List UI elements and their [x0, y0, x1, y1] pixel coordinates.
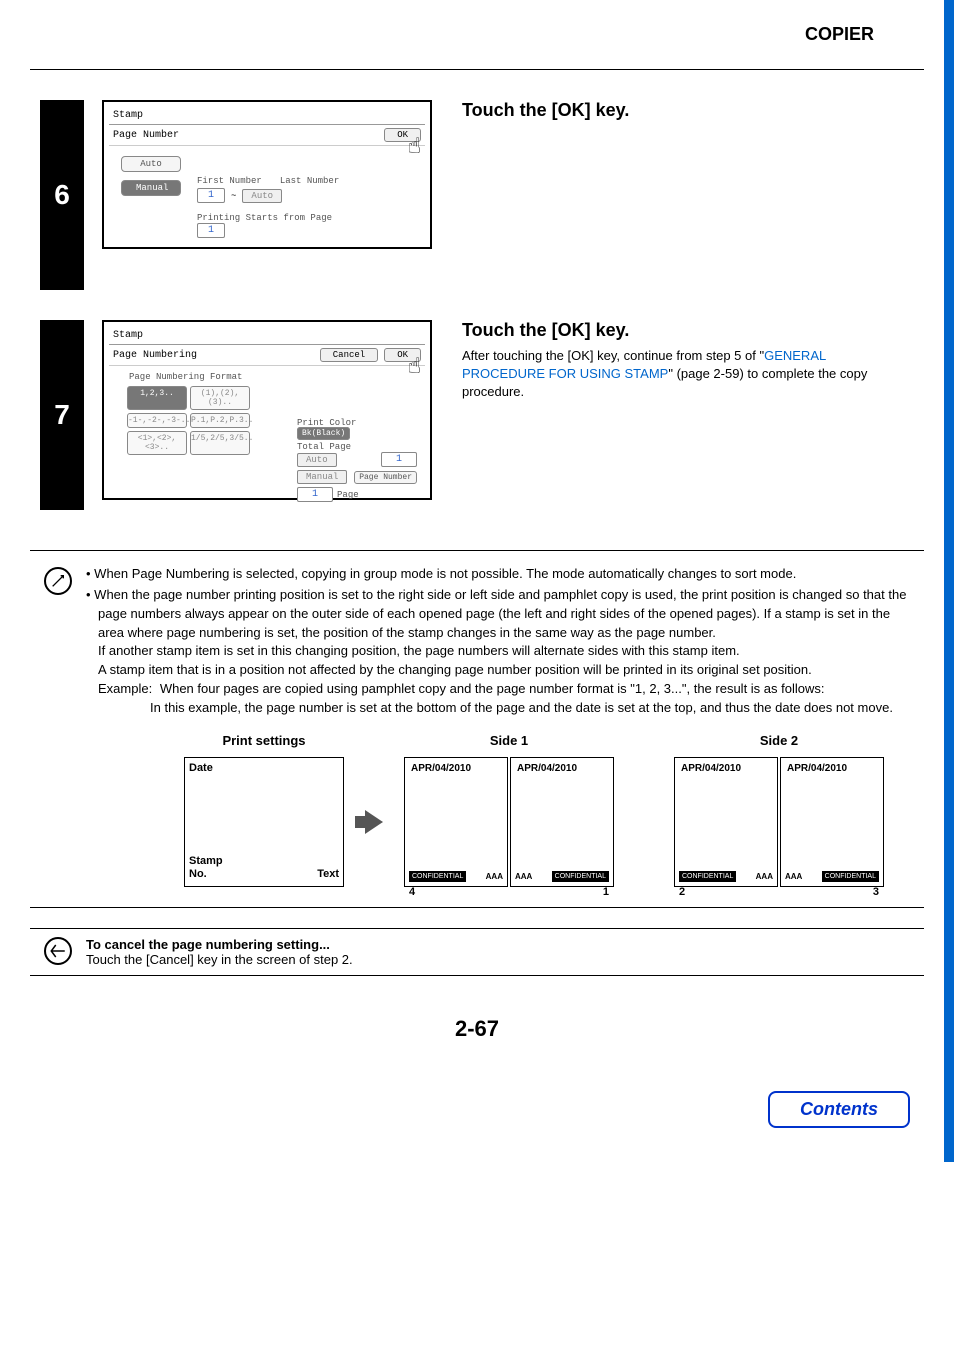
panel-subtitle: Page Numbering	[113, 350, 197, 361]
manual-tab[interactable]: Manual	[121, 180, 181, 196]
page-1: APR/04/2010 CONFIDENTIAL AAA 1	[510, 757, 614, 887]
step-7-panel-wrap: Stamp Page Numbering Cancel OK ☝ Page Nu…	[102, 320, 432, 500]
step-7-heading: Touch the [OK] key.	[462, 320, 884, 341]
auto-tab[interactable]: Auto	[121, 156, 181, 172]
first-number-value[interactable]: 1	[197, 188, 225, 203]
page-number-button[interactable]: Page Number	[354, 471, 417, 484]
step-7-body: After touching the [OK] key, continue fr…	[462, 347, 884, 402]
total-page-manual[interactable]: Manual	[297, 470, 347, 484]
cancel-button[interactable]: Cancel	[320, 348, 378, 362]
hand-pointer-icon: ☝	[408, 354, 421, 380]
right-accent-bar	[944, 0, 954, 1162]
section-header: COPIER	[30, 0, 924, 70]
text-label: Text	[317, 867, 339, 883]
panel-subheader: Page Numbering Cancel OK	[109, 345, 425, 365]
step-6-panel-wrap: Stamp Page Number OK ☝ Auto Manual First…	[102, 100, 432, 249]
step-7-row: 7 Stamp Page Numbering Cancel OK ☝ Page …	[40, 320, 924, 510]
page-text: AAA	[756, 871, 773, 883]
example-text: When four pages are copied using pamphle…	[160, 681, 825, 696]
step-number-6: 6	[40, 100, 84, 290]
example-label: Example:	[98, 681, 152, 696]
total-page-label: Total Page	[297, 442, 417, 452]
page-date: APR/04/2010	[681, 763, 741, 774]
page-label: Page	[337, 490, 359, 500]
header-print-settings: Print settings	[184, 732, 344, 751]
note-text: A stamp item that is in a position not a…	[98, 662, 812, 677]
hand-pointer-icon: ☝	[408, 134, 421, 160]
page-num: 3	[873, 885, 879, 901]
printing-starts-label: Printing Starts from Page	[197, 213, 339, 223]
note-item: When Page Numbering is selected, copying…	[86, 565, 910, 584]
format-option[interactable]: 1/5,2/5,3/5..	[190, 431, 250, 455]
note-text: If another stamp item is set in this cha…	[98, 643, 740, 658]
page-value[interactable]: 1	[297, 487, 333, 502]
no-label: No.	[189, 867, 207, 883]
panel-subtitle: Page Number	[113, 130, 179, 141]
contents-button[interactable]: Contents	[768, 1091, 910, 1128]
print-color-value[interactable]: Bk(Black)	[297, 427, 350, 440]
page-num: 1	[603, 885, 609, 901]
page-num: 2	[679, 885, 685, 901]
note-item: When the page number printing position i…	[86, 586, 910, 718]
printing-starts-value[interactable]: 1	[197, 223, 225, 238]
note-icon	[44, 567, 72, 595]
page-text: AAA	[486, 871, 503, 883]
print-settings-box: Date Stamp No. Text	[184, 757, 344, 887]
notes-block: When Page Numbering is selected, copying…	[30, 550, 924, 908]
total-page-one: 1	[381, 452, 417, 467]
stamp-page-numbering-panel: Stamp Page Numbering Cancel OK ☝ Page Nu…	[102, 320, 432, 500]
cancel-icon	[44, 937, 72, 965]
page-date: APR/04/2010	[787, 763, 847, 774]
panel-subheader: Page Number OK	[109, 125, 425, 145]
body-pre: After touching the [OK] key, continue fr…	[462, 348, 764, 363]
last-number-value[interactable]: Auto	[242, 189, 282, 203]
format-label: Page Numbering Format	[129, 372, 419, 382]
step-number-7: 7	[40, 320, 84, 510]
page-text: AAA	[515, 871, 532, 883]
step-6-row: 6 Stamp Page Number OK ☝ Auto Manual Fir…	[40, 100, 924, 290]
format-option[interactable]: P.1,P.2,P.3..	[190, 413, 250, 428]
page-date: APR/04/2010	[411, 763, 471, 774]
example-text-2: In this example, the page number is set …	[98, 699, 910, 718]
total-page-auto[interactable]: Auto	[297, 453, 337, 467]
page-date: APR/04/2010	[517, 763, 577, 774]
note-text: When the page number printing position i…	[94, 587, 906, 640]
header-side-2: Side 2	[674, 732, 884, 751]
side-2-spread: APR/04/2010 CONFIDENTIAL AAA 2 APR/04/20…	[674, 757, 884, 887]
cancel-body: Touch the [Cancel] key in the screen of …	[86, 952, 353, 967]
right-column: Print Color Bk(Black) Total Page Auto 1 …	[297, 418, 417, 505]
confidential-chip: CONFIDENTIAL	[552, 871, 609, 882]
last-number-label: Last Number	[280, 176, 339, 186]
format-option[interactable]: 1,2,3..	[127, 386, 187, 410]
panel-title: Stamp	[109, 107, 425, 125]
diagram: Date Stamp No. Text APR/04/2010 CONFIDEN…	[184, 757, 910, 887]
tilde: ~	[231, 191, 236, 201]
step-6-text: Touch the [OK] key.	[462, 100, 924, 127]
confidential-chip: CONFIDENTIAL	[822, 871, 879, 882]
page-number: 2-67	[0, 1016, 954, 1042]
confidential-chip: CONFIDENTIAL	[679, 871, 736, 882]
page-4: APR/04/2010 CONFIDENTIAL AAA 4	[404, 757, 508, 887]
cancel-title: To cancel the page numbering setting...	[86, 937, 353, 952]
page-3: APR/04/2010 CONFIDENTIAL AAA 3	[780, 757, 884, 887]
stamp-page-number-panel: Stamp Page Number OK ☝ Auto Manual First…	[102, 100, 432, 249]
panel-title: Stamp	[109, 327, 425, 345]
format-option[interactable]: -1-,-2-,-3-..	[127, 413, 187, 428]
page-text: AAA	[785, 871, 802, 883]
page-2: APR/04/2010 CONFIDENTIAL AAA 2	[674, 757, 778, 887]
format-option[interactable]: (1),(2),(3)..	[190, 386, 250, 410]
diagram-headers: Print settings Side 1 Side 2	[184, 732, 910, 751]
first-number-label: First Number	[197, 176, 262, 186]
notes-content: When Page Numbering is selected, copying…	[86, 565, 910, 887]
header-side-1: Side 1	[404, 732, 614, 751]
arrow-icon	[354, 810, 394, 834]
format-option[interactable]: <1>,<2>,<3>..	[127, 431, 187, 455]
side-1-spread: APR/04/2010 CONFIDENTIAL AAA 4 APR/04/20…	[404, 757, 614, 887]
confidential-chip: CONFIDENTIAL	[409, 871, 466, 882]
step-6-heading: Touch the [OK] key.	[462, 100, 884, 121]
step-7-text: Touch the [OK] key. After touching the […	[462, 320, 924, 402]
date-label: Date	[189, 761, 213, 777]
cancel-block: To cancel the page numbering setting... …	[30, 928, 924, 976]
page-num: 4	[409, 885, 415, 901]
